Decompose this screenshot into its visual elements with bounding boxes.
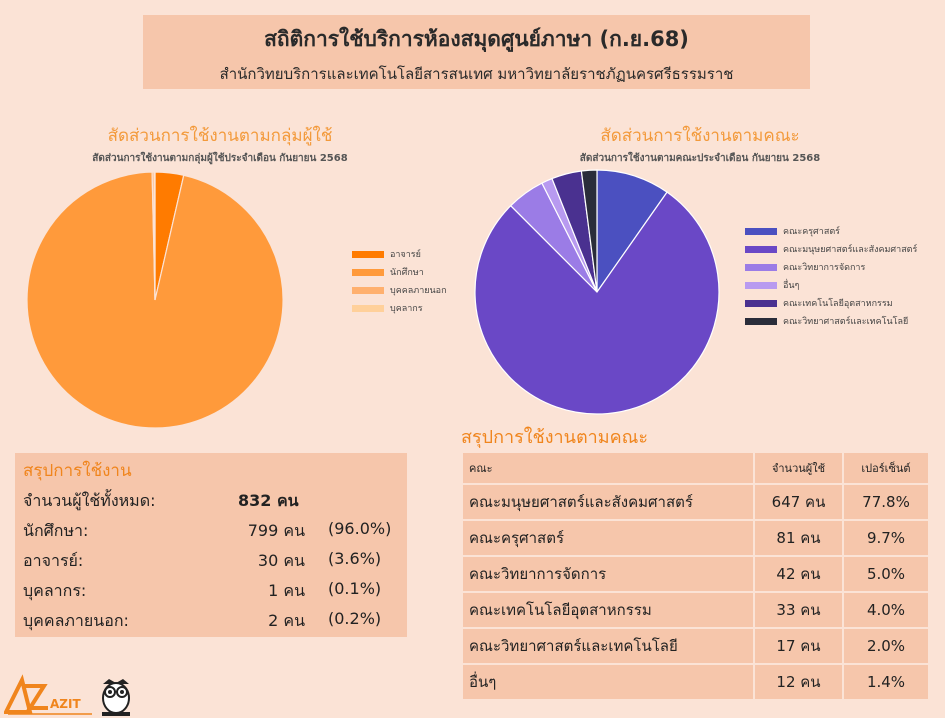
table-header-row: คณะ จำนวนผู้ใช้ เปอร์เซ็นต์ [461, 451, 930, 485]
legend-label: คณะเทคโนโลยีอุตสาหกรรม [783, 299, 893, 309]
legend-item: อื่นๆ [745, 276, 917, 294]
pie-slice-3 [153, 171, 156, 301]
cell-faculty: คณะครุศาสตร์ [461, 519, 755, 557]
legend-label: บุคคลภายนอก [390, 286, 447, 296]
legend-label: คณะวิทยาศาสตร์และเทคโนโลยี [783, 317, 909, 327]
cell-percent: 77.8% [842, 483, 930, 521]
table-row: คณะเทคโนโลยีอุตสาหกรรม 33 คน 4.0% [461, 591, 930, 629]
summary-label: บุคลากร: [23, 581, 87, 600]
logo-text: AZIT [50, 697, 81, 711]
header-percent: เปอร์เซ็นต์ [842, 451, 930, 485]
legend-swatch [352, 250, 384, 258]
cell-faculty: คณะวิทยาการจัดการ [461, 555, 755, 593]
summary-pct: (96.0%) [328, 519, 392, 538]
pie-slice-0 [596, 169, 668, 294]
summary-pct: (0.1%) [328, 579, 382, 598]
cell-count: 12 คน [753, 663, 844, 701]
summary-pct: (0.2%) [328, 609, 382, 628]
header-banner: สถิติการใช้บริการห้องสมุดศูนย์ภาษา (ก.ย.… [143, 15, 810, 89]
legend-label: คณะมนุษยศาสตร์และสังคมศาสตร์ [783, 245, 918, 255]
summary-label: จำนวนผู้ใช้ทั้งหมด: [23, 491, 156, 510]
legend-item: บุคลากร [352, 299, 447, 317]
legend-label: นักศึกษา [390, 268, 424, 278]
legend-item: บุคคลภายนอก [352, 281, 447, 299]
legend-swatch [745, 227, 777, 235]
pie-chart-faculty [474, 169, 720, 415]
legend-swatch [745, 299, 777, 307]
legend-swatch [745, 263, 777, 271]
faculty-table-title: สรุปการใช้งานตามคณะ [461, 427, 649, 448]
cell-percent: 4.0% [842, 591, 930, 629]
summary-box: สรุปการใช้งาน จำนวนผู้ใช้ทั้งหมด: 832 คน… [15, 453, 407, 637]
table-row: คณะมนุษยศาสตร์และสังคมศาสตร์ 647 คน 77.8… [461, 483, 930, 521]
summary-title: สรุปการใช้งาน [23, 461, 132, 481]
legend-swatch [745, 245, 777, 253]
cell-count: 647 คน [753, 483, 844, 521]
table-row: อื่นๆ 12 คน 1.4% [461, 663, 930, 701]
chart-title-faculty: สัดส่วนการใช้งานตามคณะ [600, 126, 800, 146]
summary-pct: (3.6%) [328, 549, 382, 568]
pie-chart-user-group [26, 171, 284, 429]
logo-area: AZIT [4, 674, 130, 716]
summary-label: อาจารย์: [23, 551, 84, 570]
summary-value: 799 คน [247, 521, 305, 540]
cell-faculty: คณะมนุษยศาสตร์และสังคมศาสตร์ [461, 483, 755, 521]
header-count: จำนวนผู้ใช้ [753, 451, 844, 485]
legend-item: นักศึกษา [352, 263, 447, 281]
legend-swatch [745, 317, 777, 325]
cell-count: 42 คน [753, 555, 844, 593]
faculty-table: คณะ จำนวนผู้ใช้ เปอร์เซ็นต์ คณะมนุษยศาสต… [461, 451, 930, 701]
cell-count: 81 คน [753, 519, 844, 557]
legend-label: อื่นๆ [783, 281, 800, 291]
pie-slice-1 [474, 191, 720, 415]
cell-percent: 1.4% [842, 663, 930, 701]
header-faculty: คณะ [461, 451, 755, 485]
legend-label: อาจารย์ [390, 250, 421, 260]
legend-faculty: คณะครุศาสตร์คณะมนุษยศาสตร์และสังคมศาสตร์… [745, 222, 917, 330]
summary-label: บุคคลภายนอก: [23, 611, 129, 630]
page-subtitle: สำนักวิทยบริการและเทคโนโลยีสารสนเทศ มหาว… [219, 65, 734, 83]
legend-label: คณะวิทยาการจัดการ [783, 263, 866, 273]
legend-item: คณะครุศาสตร์ [745, 222, 917, 240]
summary-value: 1 คน [268, 581, 305, 600]
legend-item: คณะมนุษยศาสตร์และสังคมศาสตร์ [745, 240, 917, 258]
cell-count: 33 คน [753, 591, 844, 629]
page-title: สถิติการใช้บริการห้องสมุดศูนย์ภาษา (ก.ย.… [264, 27, 689, 51]
legend-swatch [352, 268, 384, 276]
cell-percent: 9.7% [842, 519, 930, 557]
cell-faculty: คณะวิทยาศาสตร์และเทคโนโลยี [461, 627, 755, 665]
table-row: คณะครุศาสตร์ 81 คน 9.7% [461, 519, 930, 557]
legend-item: คณะวิทยาศาสตร์และเทคโนโลยี [745, 312, 917, 330]
chart-subtitle-faculty: สัดส่วนการใช้งานตามคณะประจำเดือน กันยายน… [579, 153, 821, 164]
chart-subtitle-user-group: สัดส่วนการใช้งานตามกลุ่มผู้ใช้ประจำเดือน… [92, 153, 348, 164]
summary-value: 2 คน [268, 611, 305, 630]
legend-item: คณะเทคโนโลยีอุตสาหกรรม [745, 294, 917, 312]
cell-percent: 5.0% [842, 555, 930, 593]
legend-item: อาจารย์ [352, 245, 447, 263]
legend-swatch [745, 281, 777, 289]
cell-faculty: คณะเทคโนโลยีอุตสาหกรรม [461, 591, 755, 629]
chart-title-user-group: สัดส่วนการใช้งานตามกลุ่มผู้ใช้ [107, 126, 333, 146]
pie-slice-5 [580, 169, 598, 293]
summary-value: 832 คน [238, 491, 299, 510]
legend-label: บุคลากร [390, 304, 423, 314]
summary-value: 30 คน [257, 551, 305, 570]
cell-count: 17 คน [753, 627, 844, 665]
legend-item: คณะวิทยาการจัดการ [745, 258, 917, 276]
legend-swatch [352, 286, 384, 294]
table-row: คณะวิทยาศาสตร์และเทคโนโลยี 17 คน 2.0% [461, 627, 930, 665]
legend-user-group: อาจารย์นักศึกษาบุคคลภายนอกบุคลากร [352, 245, 447, 317]
azit-logo-icon: AZIT [4, 674, 92, 715]
legend-swatch [352, 304, 384, 312]
summary-label: นักศึกษา: [23, 521, 89, 540]
table-row: คณะวิทยาการจัดการ 42 คน 5.0% [461, 555, 930, 593]
cell-faculty: อื่นๆ [461, 663, 755, 701]
legend-label: คณะครุศาสตร์ [783, 227, 840, 237]
owl-icon [102, 679, 130, 716]
cell-percent: 2.0% [842, 627, 930, 665]
